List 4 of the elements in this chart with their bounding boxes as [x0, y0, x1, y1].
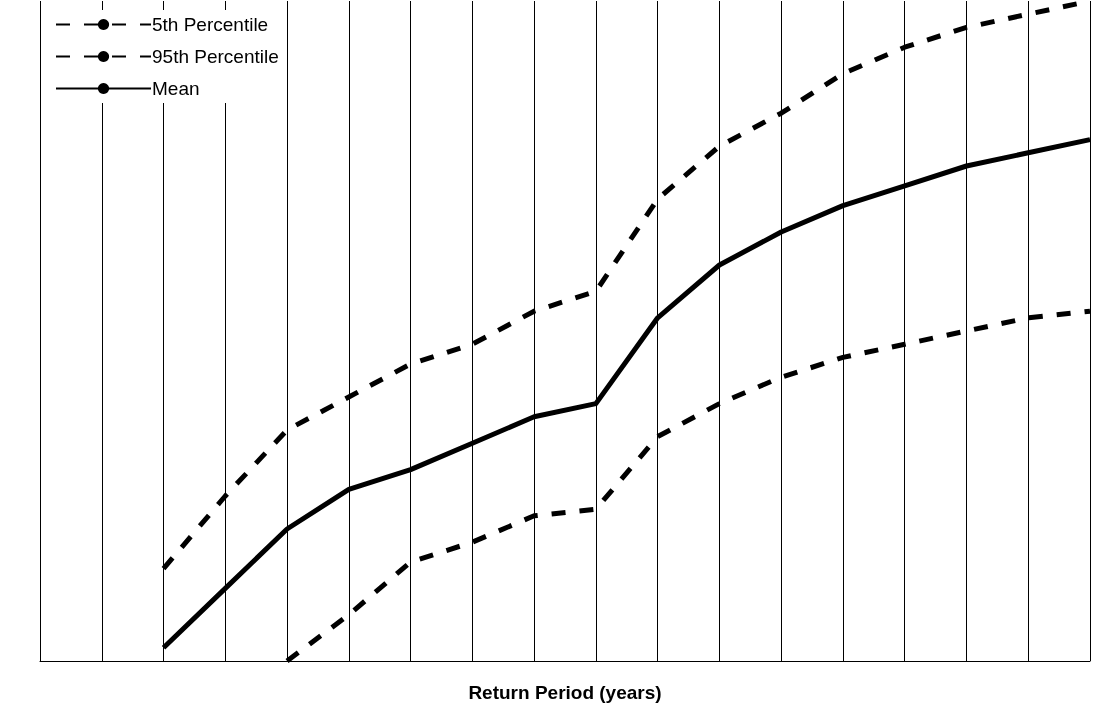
legend-label: 95th Percentile	[152, 46, 279, 67]
legend-label: Mean	[152, 78, 200, 99]
x-axis-title: Return Period (years)	[468, 682, 662, 703]
legend-label: 5th Percentile	[152, 14, 269, 35]
